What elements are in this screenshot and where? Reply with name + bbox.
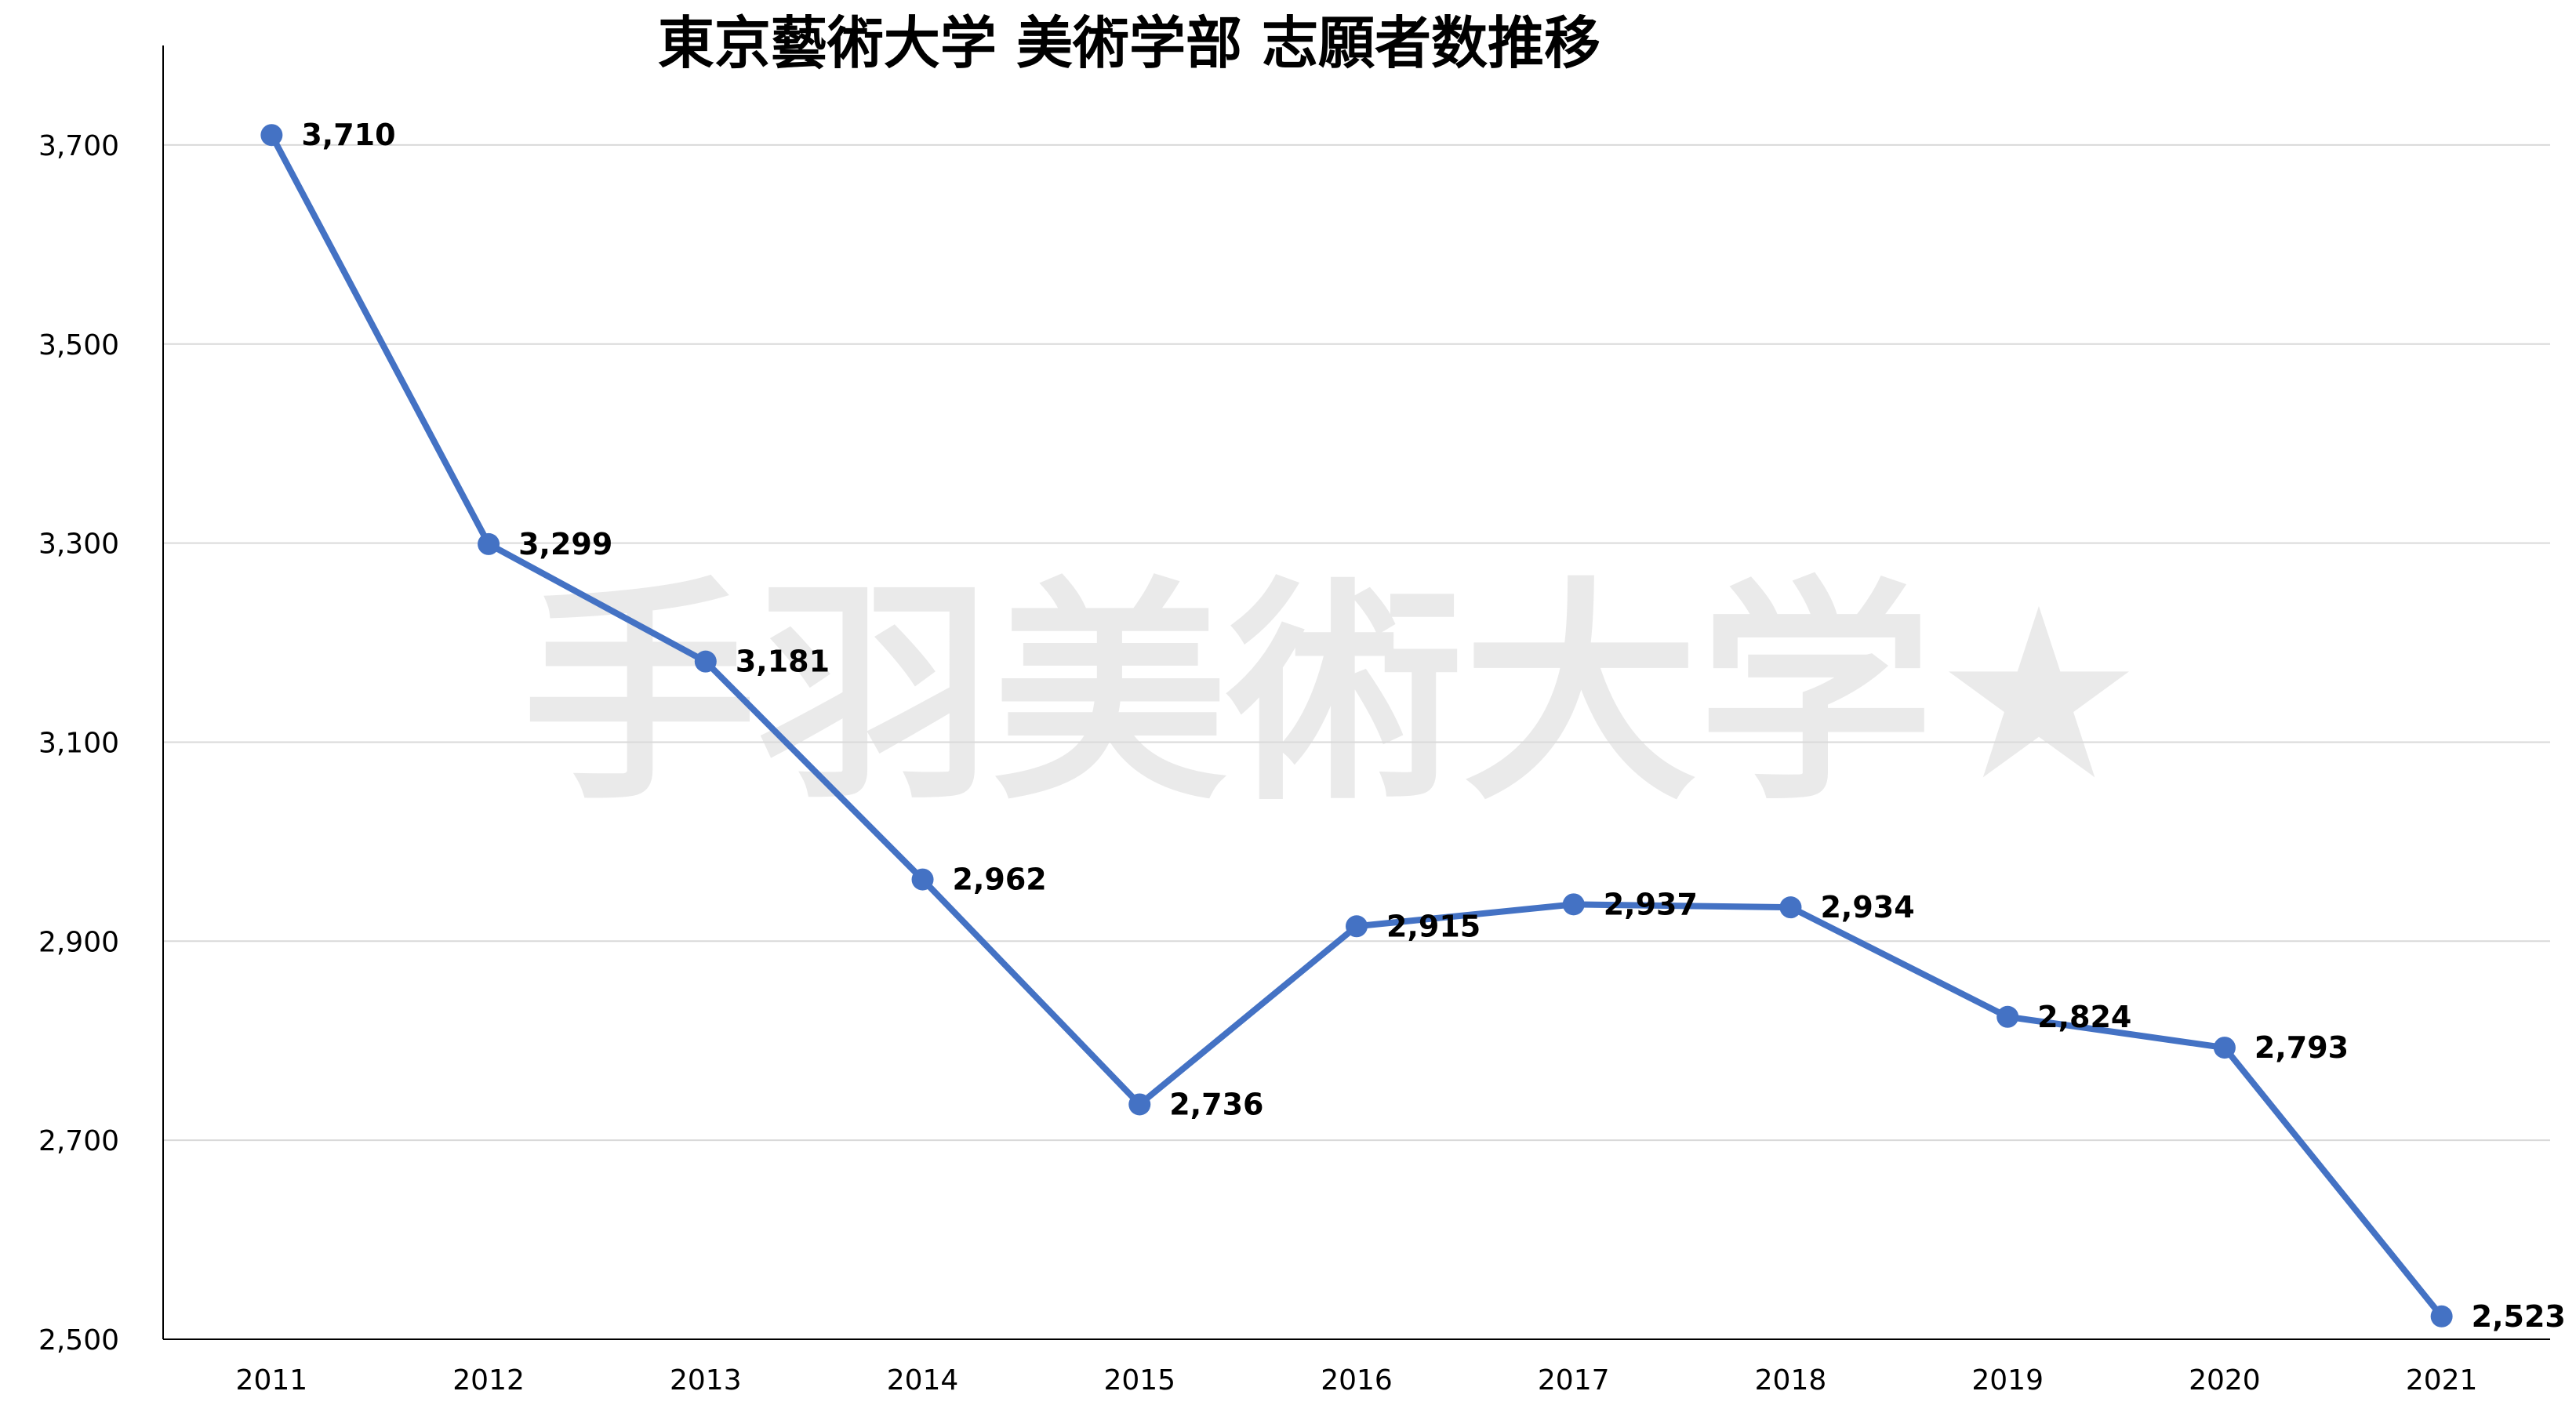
data-label: 3,299 bbox=[518, 527, 612, 561]
watermark-text: 手羽美術大学★ bbox=[522, 558, 2145, 832]
x-tick-label: 2012 bbox=[452, 1364, 525, 1397]
y-tick-label: 2,500 bbox=[38, 1324, 119, 1357]
grid-lines bbox=[163, 143, 2550, 1142]
data-point bbox=[1562, 893, 1585, 916]
x-tick-label: 2019 bbox=[1971, 1364, 2044, 1397]
data-label: 2,962 bbox=[953, 863, 1047, 897]
chart-title: 東京藝術大学 美術学部 志願者数推移 bbox=[658, 10, 1600, 76]
data-point bbox=[2430, 1305, 2453, 1328]
data-labels: 3,710 3,299 3,181 2,962 2,736 2,915 2,937 2,934… bbox=[301, 118, 2565, 1334]
data-point bbox=[478, 532, 500, 555]
x-tick-label: 2011 bbox=[236, 1364, 308, 1397]
x-tick-label: 2013 bbox=[670, 1364, 742, 1397]
data-point bbox=[694, 650, 717, 673]
data-point bbox=[1779, 896, 1802, 919]
x-tick-label: 2018 bbox=[1755, 1364, 1827, 1397]
data-label: 2,934 bbox=[1820, 890, 1914, 924]
data-point bbox=[1996, 1005, 2019, 1028]
data-label: 3,710 bbox=[301, 118, 395, 152]
y-tick-label: 2,700 bbox=[38, 1125, 119, 1157]
data-label: 2,793 bbox=[2254, 1030, 2349, 1065]
data-label: 2,523 bbox=[2472, 1299, 2566, 1334]
data-point bbox=[911, 868, 934, 891]
data-label: 3,181 bbox=[736, 645, 830, 679]
series-line-group bbox=[260, 124, 2453, 1328]
axes bbox=[162, 45, 2550, 1340]
data-label: 2,915 bbox=[1386, 909, 1481, 943]
data-label: 2,824 bbox=[2037, 1000, 2131, 1034]
data-point bbox=[260, 124, 283, 147]
data-label: 2,937 bbox=[1604, 887, 1698, 921]
x-tick-label: 2014 bbox=[887, 1364, 959, 1397]
data-label: 2,736 bbox=[1169, 1087, 1263, 1121]
y-tick-label: 3,700 bbox=[38, 130, 119, 162]
x-tick-label: 2017 bbox=[1538, 1364, 1610, 1397]
y-tick-label: 3,100 bbox=[38, 727, 119, 759]
x-tick-label: 2016 bbox=[1321, 1364, 1393, 1397]
data-point bbox=[1346, 915, 1368, 938]
data-point bbox=[2213, 1037, 2236, 1059]
x-tick-label: 2021 bbox=[2406, 1364, 2478, 1397]
y-tick-label: 3,300 bbox=[38, 528, 119, 561]
x-tick-label: 2015 bbox=[1103, 1364, 1175, 1397]
data-point bbox=[1128, 1093, 1151, 1116]
y-tick-label: 3,500 bbox=[38, 329, 119, 361]
x-tick-labels: 2011 2012 2013 2014 2015 2016 2017 2018 2019 2020… bbox=[236, 1364, 2478, 1397]
y-tick-labels: 2,500 2,700 2,900 3,100 3,300 3,500 3,700 bbox=[38, 130, 119, 1357]
x-tick-label: 2020 bbox=[2189, 1364, 2261, 1397]
y-tick-label: 2,900 bbox=[38, 926, 119, 958]
